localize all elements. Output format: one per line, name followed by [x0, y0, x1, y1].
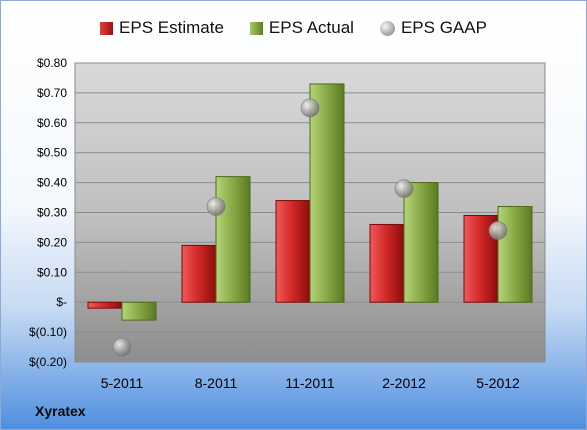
x-tick-label: 8-2011: [195, 375, 238, 391]
y-tick-label: $0.50: [37, 146, 67, 160]
y-tick-label: $-: [56, 295, 67, 309]
bar-eps-actual: [215, 176, 251, 303]
marker-eps-gaap: [300, 98, 320, 118]
y-tick-label: $0.20: [37, 235, 67, 249]
legend-item-actual: EPS Actual: [249, 18, 354, 38]
y-tick-label: $(0.20): [29, 355, 67, 369]
estimate-swatch: [100, 21, 114, 35]
y-tick-label: $(0.10): [29, 325, 67, 339]
legend-label-actual: EPS Actual: [268, 18, 354, 37]
actual-swatch: [249, 21, 263, 35]
legend-label-estimate: EPS Estimate: [119, 18, 224, 37]
y-tick-label: $0.80: [37, 56, 67, 70]
bar-eps-actual: [309, 83, 345, 303]
bar-eps-estimate: [369, 223, 405, 303]
y-tick-label: $0.60: [37, 116, 67, 130]
bar-eps-estimate: [181, 244, 217, 303]
y-tick-label: $0.30: [37, 206, 67, 220]
y-tick-label: $0.10: [37, 265, 67, 279]
gaap-swatch: [379, 20, 395, 36]
x-tick-label: 2-2012: [382, 375, 426, 391]
marker-eps-gaap: [488, 220, 508, 240]
bar-eps-estimate: [87, 301, 123, 309]
x-tick-label: 5-2012: [476, 375, 520, 391]
legend-item-gaap: EPS GAAP: [379, 18, 487, 38]
marker-eps-gaap: [112, 337, 132, 357]
x-tick-label: 11-2011: [285, 375, 335, 391]
bar-eps-actual: [497, 206, 533, 303]
marker-eps-gaap: [206, 197, 226, 217]
legend-item-estimate: EPS Estimate: [100, 18, 224, 38]
x-tick-label: 5-2011: [101, 375, 144, 391]
legend: EPS Estimate EPS Actual EPS GAAP: [1, 18, 586, 38]
bar-eps-estimate: [275, 200, 311, 303]
bar-eps-actual: [121, 301, 157, 321]
marker-eps-gaap: [394, 179, 414, 199]
legend-label-gaap: EPS GAAP: [400, 18, 487, 37]
y-tick-label: $0.40: [37, 176, 67, 190]
bar-eps-actual: [403, 182, 439, 303]
y-tick-label: $0.70: [37, 86, 67, 100]
company-name: Xyratex: [35, 403, 86, 419]
